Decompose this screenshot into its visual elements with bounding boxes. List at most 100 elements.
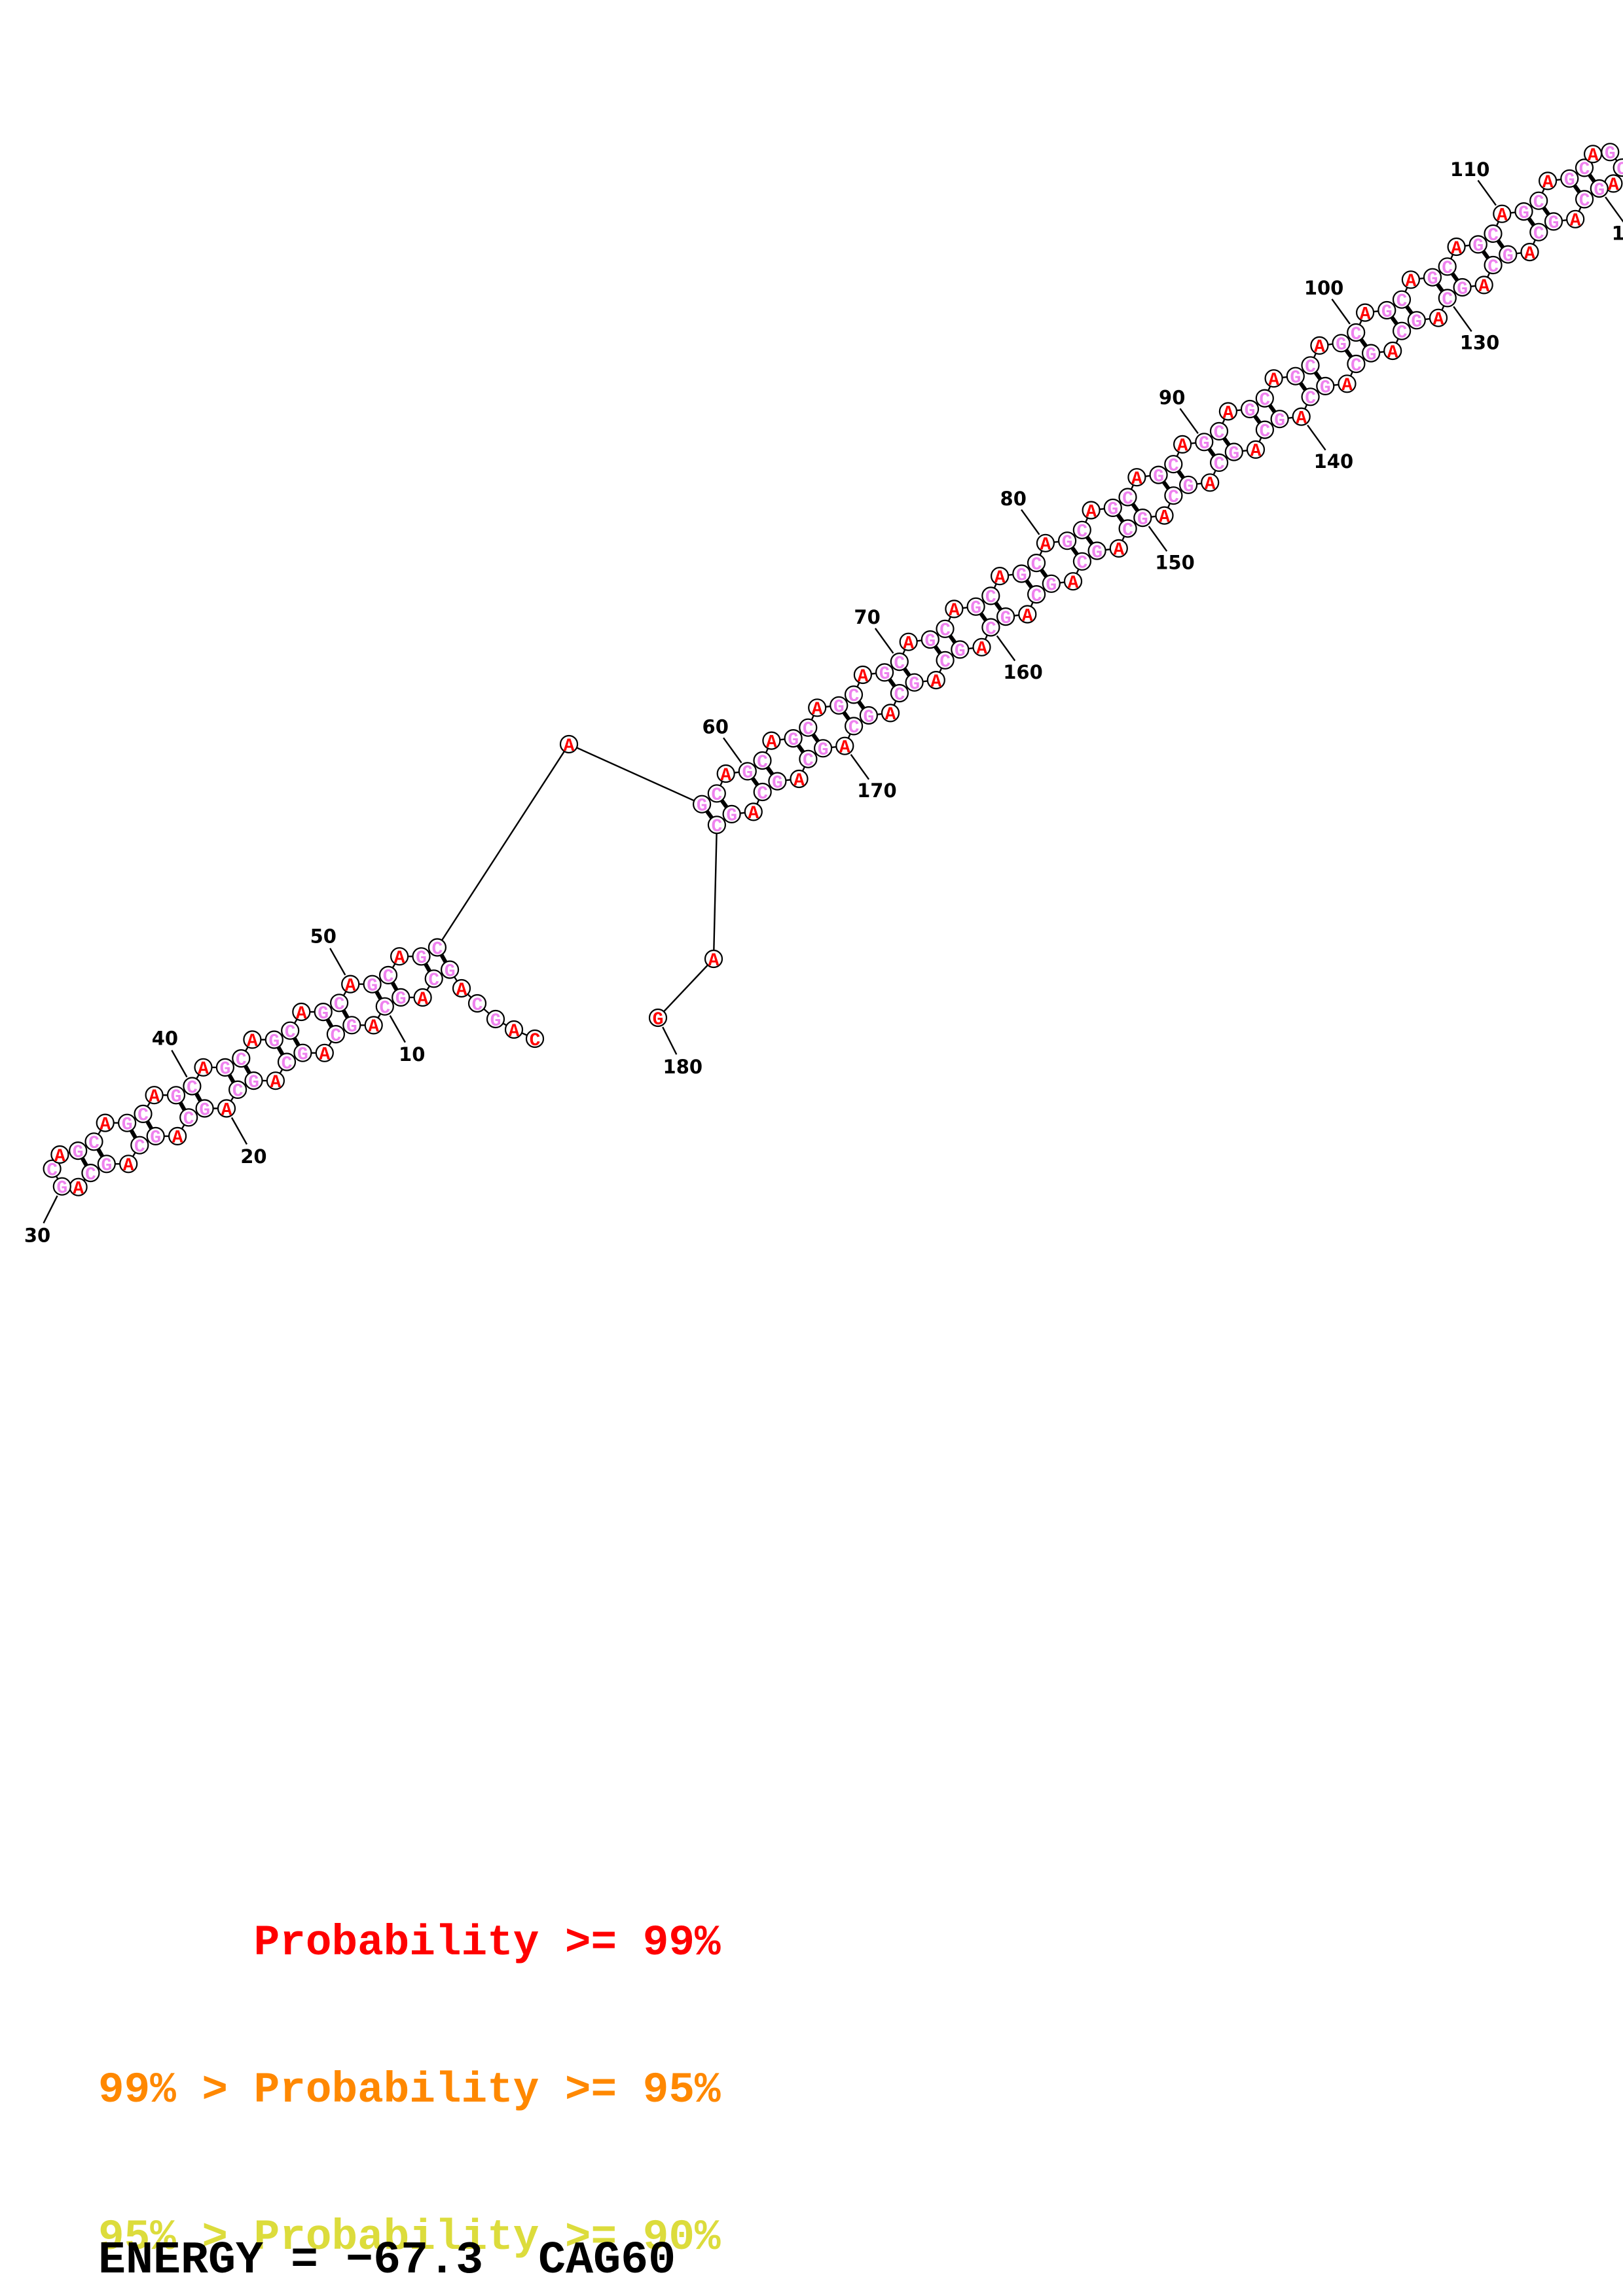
svg-text:C: C (530, 1031, 541, 1051)
svg-text:A: A (1131, 469, 1142, 490)
svg-text:A: A (1040, 535, 1051, 556)
svg-text:A: A (417, 990, 428, 1010)
svg-text:A: A (949, 601, 960, 621)
svg-text:A: A (857, 667, 868, 687)
svg-text:90: 90 (1159, 386, 1185, 408)
svg-text:C: C (1076, 522, 1087, 543)
svg-text:A: A (149, 1087, 160, 1107)
svg-text:80: 80 (1000, 488, 1027, 510)
svg-text:C: C (1214, 423, 1225, 444)
svg-text:G: G (1564, 171, 1575, 191)
svg-text:70: 70 (854, 606, 880, 628)
svg-text:C: C (1487, 257, 1499, 278)
svg-text:C: C (285, 1023, 296, 1043)
svg-text:C: C (383, 967, 394, 988)
svg-text:A: A (1405, 272, 1416, 292)
svg-text:A: A (1314, 338, 1325, 358)
svg-text:G: G (742, 763, 753, 783)
svg-text:A: A (1268, 370, 1279, 391)
svg-text:C: C (1259, 422, 1270, 442)
svg-text:C: C (1076, 554, 1087, 574)
svg-text:C: C (1396, 323, 1408, 344)
svg-text:G: G (318, 1004, 329, 1024)
svg-text:G: G (367, 977, 378, 997)
svg-text:A: A (885, 705, 896, 725)
svg-text:G: G (395, 990, 407, 1010)
svg-text:A: A (1497, 206, 1508, 226)
svg-text:G: G (1605, 144, 1616, 164)
svg-text:10: 10 (399, 1043, 425, 1066)
svg-text:50: 50 (310, 925, 337, 948)
svg-text:A: A (564, 736, 575, 757)
svg-text:G: G (909, 675, 920, 695)
svg-text:C: C (1579, 160, 1590, 180)
svg-text:A: A (73, 1179, 84, 1200)
svg-text:G: G (772, 773, 783, 793)
svg-text:G: G (268, 1031, 280, 1052)
svg-text:G: G (1228, 444, 1239, 464)
svg-text:G: G (101, 1156, 112, 1176)
svg-text:G: G (726, 806, 737, 827)
svg-text:G: G (1336, 335, 1347, 355)
svg-text:A: A (839, 738, 850, 759)
svg-text:G: G (73, 1143, 84, 1163)
svg-text:140: 140 (1314, 450, 1354, 473)
svg-text:G: G (1137, 510, 1148, 530)
svg-text:C: C (137, 1106, 149, 1126)
svg-text:C: C (1616, 160, 1623, 180)
svg-text:C: C (183, 1109, 194, 1130)
svg-text:C: C (1442, 259, 1453, 279)
svg-text:A: A (1341, 376, 1353, 396)
svg-text:A: A (903, 634, 914, 655)
svg-text:G: G (955, 641, 966, 662)
svg-text:A: A (708, 951, 720, 971)
svg-text:G: G (150, 1128, 161, 1149)
svg-text:A: A (1113, 541, 1124, 561)
svg-text:C: C (1305, 357, 1316, 378)
svg-text:A: A (748, 804, 759, 824)
svg-text:G: G (1381, 302, 1393, 323)
svg-text:30: 30 (24, 1225, 50, 1247)
svg-text:G: G (1107, 500, 1118, 520)
svg-text:C: C (711, 817, 722, 837)
svg-text:G: G (171, 1087, 182, 1107)
svg-text:A: A (976, 639, 987, 660)
svg-text:A: A (198, 1060, 209, 1080)
svg-text:C: C (1533, 193, 1544, 213)
svg-text:110: 110 (1450, 158, 1490, 181)
svg-text:A: A (1542, 173, 1554, 193)
svg-text:C: C (282, 1054, 293, 1074)
svg-text:G: G (1503, 247, 1514, 267)
svg-text:C: C (428, 971, 439, 991)
svg-text:A: A (123, 1156, 134, 1176)
svg-text:C: C (848, 687, 860, 707)
svg-text:G: G (833, 698, 845, 718)
svg-text:C: C (803, 751, 814, 772)
svg-text:C: C (757, 784, 768, 804)
svg-text:G: G (219, 1060, 230, 1080)
svg-text:A: A (247, 1031, 258, 1052)
svg-text:C: C (472, 996, 483, 1016)
svg-text:G: G (970, 599, 981, 619)
svg-text:G: G (1046, 576, 1057, 596)
svg-text:A: A (368, 1017, 379, 1037)
svg-text:A: A (296, 1004, 307, 1024)
svg-text:130: 130 (1460, 332, 1500, 354)
svg-text:C: C (985, 619, 996, 639)
svg-text:G: G (346, 1017, 357, 1037)
svg-text:160: 160 (1003, 661, 1043, 683)
svg-text:C: C (134, 1138, 145, 1158)
svg-text:A: A (1250, 442, 1262, 462)
svg-text:A: A (793, 771, 805, 791)
svg-text:G: G (1320, 378, 1331, 399)
svg-text:C: C (1168, 488, 1179, 508)
svg-text:C: C (1259, 390, 1270, 410)
svg-text:A: A (994, 568, 1006, 588)
svg-text:A: A (1570, 211, 1581, 232)
svg-text:G: G (788, 730, 799, 751)
svg-text:150: 150 (1155, 551, 1195, 573)
svg-text:G: G (1457, 279, 1468, 300)
svg-text:A: A (172, 1128, 183, 1149)
svg-text:A: A (1296, 408, 1307, 429)
